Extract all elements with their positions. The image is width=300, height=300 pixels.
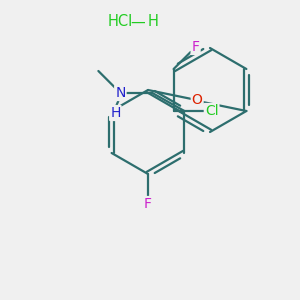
- Text: H: H: [148, 14, 159, 29]
- Text: N: N: [115, 86, 126, 100]
- Text: HCl: HCl: [108, 14, 133, 29]
- Text: H: H: [110, 106, 121, 120]
- Text: F: F: [144, 197, 152, 211]
- Text: F: F: [192, 40, 200, 54]
- Text: —: —: [130, 14, 146, 29]
- Text: O: O: [192, 94, 203, 107]
- Text: Cl: Cl: [205, 104, 218, 118]
